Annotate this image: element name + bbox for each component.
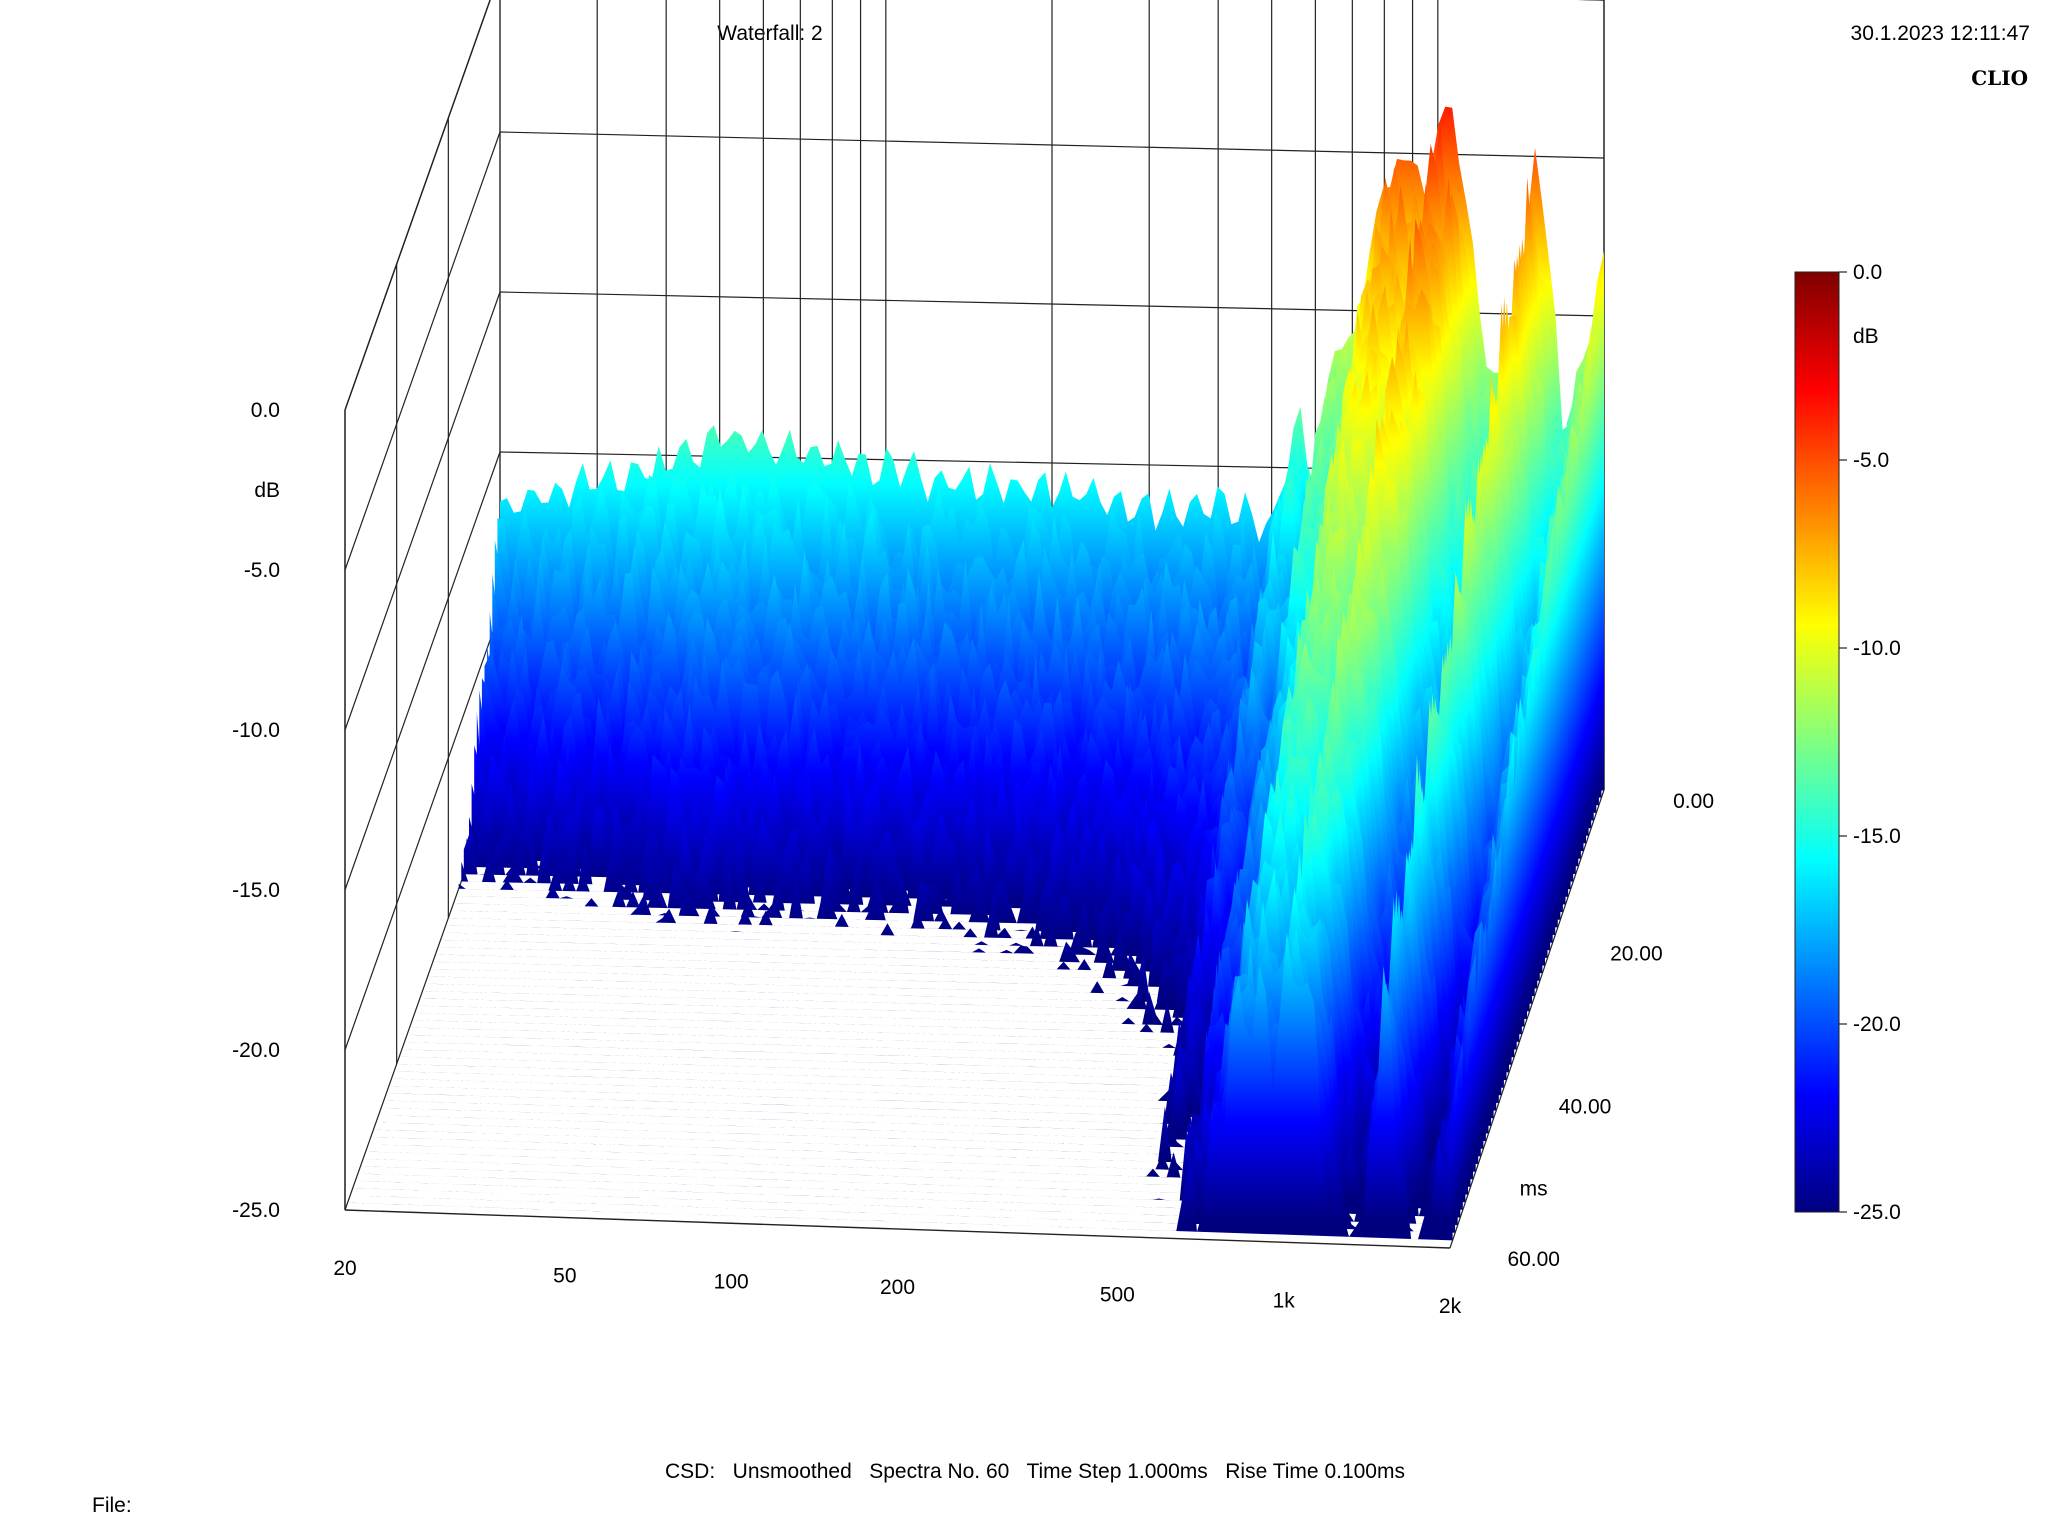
t-tick-label: 40.00 (1559, 1095, 1612, 1118)
side-wall-gridline (344, 0, 491, 411)
t-tick-label: 60.00 (1507, 1248, 1560, 1271)
x-tick-label: 1k (1273, 1289, 1296, 1312)
side-wall-gridline (344, 451, 501, 891)
t-tick-label: 20.00 (1610, 943, 1663, 966)
colorbar-tick-label: -15.0 (1853, 825, 1901, 848)
z-unit-label: dB (254, 479, 280, 502)
z-tick-label: -20.0 (232, 1039, 280, 1062)
z-tick-label: -25.0 (232, 1199, 280, 1222)
side-wall-gridline (344, 611, 501, 1051)
colorbar-unit-label: dB (1853, 325, 1879, 348)
clio-logo: CLIO (1971, 66, 2028, 90)
t-unit-label: ms (1520, 1178, 1548, 1201)
t-tick-label: 0.00 (1673, 790, 1714, 813)
z-tick-label: -15.0 (232, 879, 280, 902)
spectrum-slice (347, 931, 1453, 1241)
top-left-edge (344, 0, 491, 411)
side-wall-gridline (344, 131, 501, 571)
x-tick-label: 50 (553, 1265, 576, 1288)
colorbar-tick-label: -20.0 (1853, 1013, 1901, 1036)
x-tick-label: 100 (714, 1270, 749, 1293)
colorbar: 0.0 -5.0 -10.0 -15.0 -20.0 -25.0 dB (1794, 261, 1901, 1224)
colorbar-tick-label: -25.0 (1853, 1201, 1901, 1224)
file-label: File: (92, 1494, 132, 1517)
colorbar-tick-label: -10.0 (1853, 637, 1901, 660)
timestamp: 30.1.2023 12:11:47 (1850, 22, 2030, 45)
z-tick-label: 0.0 (251, 399, 280, 422)
x-tick-label: 200 (880, 1276, 915, 1299)
chart-title: Waterfall: 2 (717, 22, 823, 45)
z-tick-label: -10.0 (232, 719, 280, 742)
z-tick-label: -5.0 (244, 559, 280, 582)
axis-labels: 0.0 -5.0 -10.0 -15.0 -20.0 -25.0 dB 20 50 100 200 5… (232, 399, 1714, 1318)
colorbar-gradient (1794, 271, 1840, 1213)
measurement-settings: CSD: Unsmoothed Spectra No. 60 Time Step… (665, 1460, 1405, 1483)
colorbar-tick-label: 0.0 (1853, 261, 1882, 284)
side-wall-gridline (344, 291, 501, 731)
front-axes (344, 0, 1604, 1249)
x-tick-label: 500 (1100, 1284, 1135, 1307)
x-tick-label: 20 (333, 1257, 356, 1280)
x-tick-label: 2k (1439, 1295, 1462, 1318)
waterfall-surface (347, 106, 1604, 1241)
front-floor-edge (344, 1209, 1451, 1249)
spectrum-slice (357, 897, 1463, 1210)
colorbar-tick-label: -5.0 (1853, 449, 1889, 472)
